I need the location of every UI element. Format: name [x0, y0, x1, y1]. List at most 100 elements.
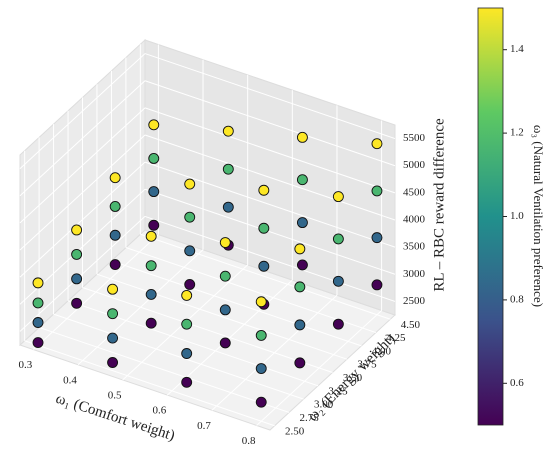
grid-line [144, 188, 396, 275]
point [145, 230, 157, 242]
y-tick-label: 2.50 [285, 425, 305, 437]
grid-line [144, 53, 396, 140]
y-tick-label: 4.25 [386, 332, 406, 344]
point [332, 233, 344, 245]
point [258, 260, 270, 272]
grid-line [24, 340, 275, 427]
point [145, 317, 157, 329]
point [32, 297, 44, 309]
point [371, 279, 383, 291]
y-tick-label: 3.25 [328, 385, 348, 397]
point [296, 259, 308, 271]
grid-line [19, 134, 146, 251]
point [109, 259, 121, 271]
point [32, 317, 44, 328]
point [222, 163, 234, 175]
point [296, 217, 308, 229]
point [148, 119, 160, 131]
colorbar-tick-label: 1.2 [510, 127, 524, 139]
point [181, 318, 193, 330]
y-tick-label: 2.75 [299, 412, 319, 424]
grid-line [19, 80, 146, 197]
point [181, 376, 193, 388]
y-tick-label: 4.50 [401, 319, 421, 331]
point [109, 201, 121, 212]
z-tick-label: 3500 [403, 241, 426, 253]
grid-line [144, 134, 396, 221]
y-tick-label: 3.00 [314, 399, 334, 411]
point [294, 319, 306, 331]
point [294, 281, 306, 293]
grid-line [111, 260, 362, 347]
x-tick-label: 0.5 [108, 389, 122, 401]
point [371, 232, 383, 244]
point [294, 357, 306, 369]
point [184, 178, 196, 190]
point [109, 172, 121, 184]
point [184, 211, 196, 223]
grid-line [19, 53, 146, 169]
point [222, 201, 234, 213]
y-tick-label: 3.50 [343, 372, 363, 384]
point [222, 125, 234, 137]
point [148, 153, 160, 164]
point [255, 363, 267, 374]
point [107, 308, 119, 320]
x-tick-label: 0.8 [242, 435, 256, 447]
grid-line [144, 161, 396, 248]
point [294, 243, 306, 255]
colorbar [477, 7, 504, 426]
point [32, 277, 44, 289]
y-tick-label: 3.75 [357, 359, 377, 371]
z-tick-label: 4500 [403, 186, 426, 198]
grid-line [19, 161, 146, 278]
colorbar-label: ω₃ (Natural Ventilation preference) [531, 125, 546, 307]
x-tick-label: 0.6 [152, 405, 166, 417]
grid-line [96, 273, 348, 360]
point [371, 185, 383, 197]
z-tick-label: 5500 [403, 132, 426, 144]
point [32, 337, 44, 349]
point [255, 296, 267, 308]
grid-line [38, 326, 290, 413]
x-tick-label: 0.3 [19, 359, 33, 371]
grid-line [82, 287, 333, 373]
grid-line [53, 313, 304, 400]
point [371, 138, 383, 150]
grid-line [125, 247, 377, 334]
colorbar-tick-label: 0.6 [510, 377, 524, 389]
z-tick-label: 2500 [403, 295, 426, 307]
colorbar-tick-label: 0.8 [510, 293, 524, 305]
grid-line [144, 80, 396, 167]
x-tick-label: 0.4 [63, 374, 77, 386]
z-tick-label: 5000 [403, 159, 426, 171]
point [148, 186, 160, 198]
point [219, 237, 231, 248]
point [107, 332, 119, 344]
grid-line [144, 107, 396, 194]
point [255, 329, 267, 341]
point [258, 184, 270, 196]
grid-line [144, 215, 396, 302]
point [332, 318, 344, 330]
point [145, 260, 157, 272]
point [184, 245, 196, 257]
point [148, 219, 160, 231]
point [181, 348, 193, 359]
point [219, 304, 231, 316]
point [107, 357, 119, 368]
point [296, 131, 308, 143]
x-tick-label: 0.7 [197, 420, 211, 432]
y-tick-label: 4.00 [372, 345, 392, 357]
point [107, 283, 119, 295]
point [296, 174, 308, 186]
point [219, 270, 231, 282]
point [181, 289, 193, 301]
point [109, 229, 121, 241]
point [255, 396, 267, 408]
colorbar-tick-label: 1.0 [510, 210, 524, 222]
grid-line [19, 107, 146, 224]
point [71, 248, 83, 260]
point [332, 191, 344, 203]
